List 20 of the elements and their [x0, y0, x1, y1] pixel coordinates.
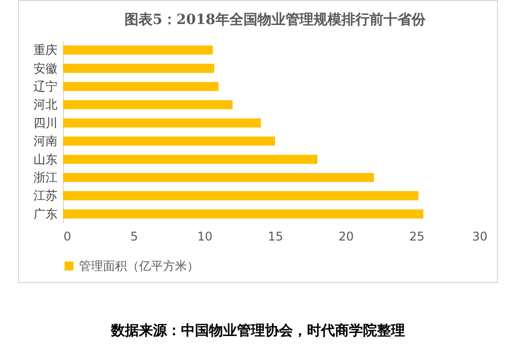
- legend-label: 管理面积（亿平方米）: [79, 259, 199, 273]
- x-tick-label: 30: [472, 230, 488, 244]
- x-tick-label: 5: [130, 230, 138, 244]
- y-tick-label: 辽宁: [34, 80, 58, 94]
- x-tick-label: 0: [64, 230, 72, 244]
- x-tick-label: 10: [197, 230, 212, 244]
- y-tick-label: 河北: [34, 98, 58, 112]
- y-tick-label: 河南: [34, 134, 58, 148]
- chart-title: 图表5：2018年全国物业管理规模排行前十省份: [124, 12, 426, 28]
- y-tick-label: 浙江: [34, 170, 58, 184]
- y-tick-label: 安徽: [34, 61, 58, 76]
- y-tick-label: 广东: [34, 206, 58, 221]
- y-tick-label: 四川: [34, 116, 58, 130]
- y-tick-label: 重庆: [34, 43, 58, 58]
- y-tick-label: 江苏: [34, 188, 58, 203]
- x-tick-label: 25: [409, 230, 424, 244]
- x-tick-label: 15: [268, 230, 284, 244]
- y-tick-label: 山东: [34, 152, 58, 166]
- source-note: 数据来源：中国物业管理协会，时代商学院整理: [110, 322, 406, 340]
- x-tick-label: 20: [338, 230, 354, 244]
